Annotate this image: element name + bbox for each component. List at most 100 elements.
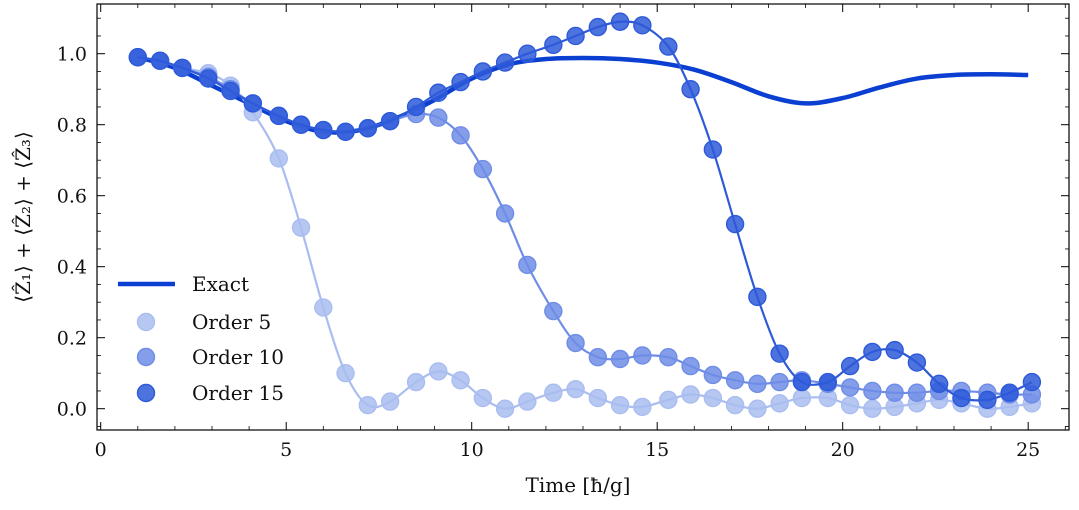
series-order-15 — [128, 12, 1042, 410]
data-point — [380, 111, 400, 131]
data-point — [885, 340, 904, 360]
data-point — [473, 159, 493, 179]
data-point — [150, 51, 170, 70]
data-point — [659, 37, 678, 56]
data-point — [406, 372, 426, 392]
x-tick-label: 0 — [95, 439, 107, 461]
x-tick-label: 10 — [460, 439, 484, 461]
data-point — [863, 342, 882, 362]
x-tick-label: 15 — [645, 439, 669, 461]
data-point — [840, 378, 860, 397]
data-point — [725, 214, 745, 234]
data-point — [429, 362, 448, 381]
data-point — [566, 333, 585, 353]
data-point — [314, 120, 333, 140]
data-point — [336, 364, 355, 383]
data-point — [659, 348, 678, 367]
y-tick-label: 0.2 — [57, 328, 87, 350]
data-point — [792, 388, 812, 408]
data-point — [291, 218, 311, 237]
data-point — [429, 108, 448, 127]
data-point — [725, 371, 745, 390]
data-point — [863, 381, 882, 401]
data-point — [358, 119, 378, 138]
series-layer — [128, 12, 1042, 418]
data-point — [748, 399, 767, 418]
legend: Exact Order 5 Order 10 Order 15 — [118, 272, 284, 405]
y-tick-label: 0.0 — [57, 399, 87, 421]
data-point — [518, 392, 537, 411]
y-tick-label: 0.4 — [57, 257, 87, 279]
data-point — [978, 390, 997, 410]
major-ticks — [97, 4, 1069, 430]
data-point — [566, 379, 585, 399]
data-point — [358, 395, 378, 415]
data-point — [610, 395, 630, 415]
data-point — [473, 388, 493, 408]
legend-order15-marker — [136, 383, 156, 403]
data-point — [314, 298, 333, 317]
data-point — [128, 48, 148, 67]
data-point — [495, 53, 515, 72]
data-point — [473, 62, 493, 81]
data-point — [566, 26, 585, 46]
data-point — [221, 81, 240, 101]
data-point — [885, 383, 904, 402]
data-point — [770, 372, 789, 392]
data-point — [633, 16, 652, 35]
data-point — [495, 204, 515, 223]
data-point — [429, 83, 448, 102]
legend-order5-label: Order 5 — [192, 310, 271, 334]
data-point — [929, 374, 949, 394]
data-point — [544, 301, 563, 321]
data-point — [792, 372, 812, 392]
data-point — [336, 122, 355, 142]
data-point — [291, 115, 311, 134]
data-point — [518, 44, 537, 63]
data-point — [451, 371, 470, 390]
data-point — [495, 399, 515, 418]
data-point — [863, 399, 882, 418]
data-point — [633, 397, 652, 417]
data-point — [703, 388, 723, 408]
y-tick-labels: 0.0 0.2 0.4 0.6 0.8 1.0 — [57, 44, 87, 421]
data-point — [1000, 383, 1019, 402]
data-point — [952, 388, 971, 408]
legend-order15-label: Order 15 — [192, 381, 284, 405]
data-point — [588, 348, 608, 367]
x-tick-label: 5 — [280, 439, 292, 461]
data-point — [633, 346, 652, 365]
legend-exact-label: Exact — [192, 272, 249, 296]
data-point — [1022, 372, 1042, 392]
data-point — [907, 353, 927, 372]
data-point — [451, 126, 470, 145]
y-tick-label: 0.8 — [57, 115, 87, 137]
x-tick-label: 25 — [1016, 439, 1040, 461]
data-point — [818, 372, 838, 392]
data-point — [681, 79, 700, 99]
data-point — [748, 374, 767, 394]
data-point — [269, 149, 288, 168]
data-point — [588, 17, 608, 37]
data-point — [610, 12, 630, 31]
data-point — [703, 365, 723, 385]
plot-area — [96, 3, 1070, 431]
data-point — [770, 394, 789, 413]
data-point — [907, 383, 927, 402]
data-point — [451, 72, 470, 92]
data-point — [173, 58, 192, 78]
y-tick-label: 1.0 — [57, 44, 87, 66]
data-point — [703, 140, 723, 159]
minor-ticks — [97, 4, 1069, 430]
data-point — [725, 395, 745, 415]
data-point — [840, 395, 860, 415]
x-axis-label: Time [ħ/g] — [526, 473, 631, 497]
data-point — [518, 255, 537, 275]
data-point — [588, 388, 608, 408]
data-point — [243, 94, 263, 113]
data-point — [406, 97, 426, 117]
data-point — [199, 69, 218, 88]
data-point — [770, 344, 789, 363]
y-tick-label: 0.6 — [57, 186, 87, 208]
